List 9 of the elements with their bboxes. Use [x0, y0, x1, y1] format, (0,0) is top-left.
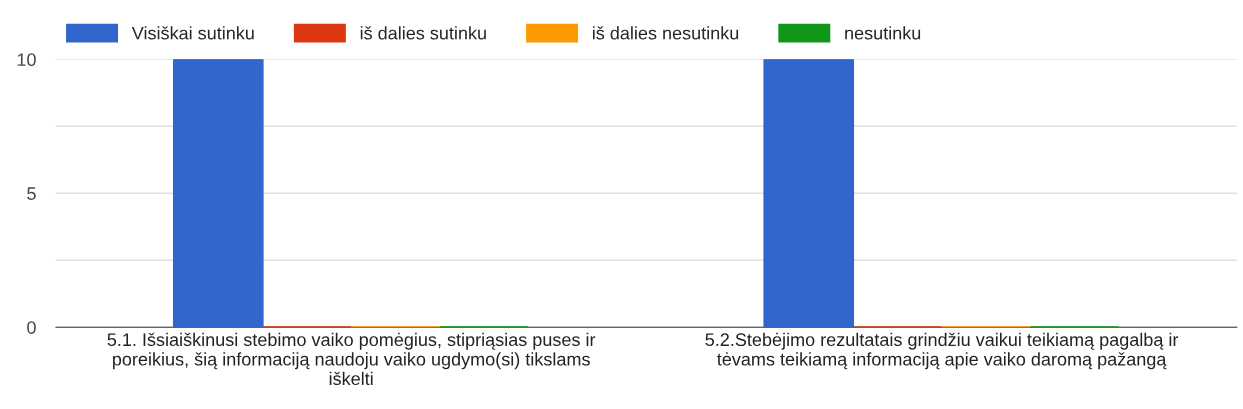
legend-label: iš dalies sutinku	[360, 26, 486, 40]
x-tick-label: 5.1. Išsiaiškinusi stebimo vaiko pomėgius, stipriąsias puses ir poreikius, šią informaciją naudoju vaiko ugdymo(si) tikslams iškelti	[107, 332, 596, 386]
y-tick-label: 0	[27, 321, 36, 334]
y-tick-label: 10	[17, 53, 36, 67]
legend-label: iš dalies nesutinku	[592, 26, 739, 40]
x-tick-label: 5.2.Stebėjimo rezultatais grindžiu vaikui teikiamą pagalbą ir tėvams teikiamą informaciją apie vaiko daromą pažangą	[705, 332, 1179, 370]
legend-label: Visiškai sutinku	[131, 26, 254, 40]
y-tick-label: 5	[27, 187, 36, 200]
legend-label: nesutinku	[845, 26, 921, 40]
